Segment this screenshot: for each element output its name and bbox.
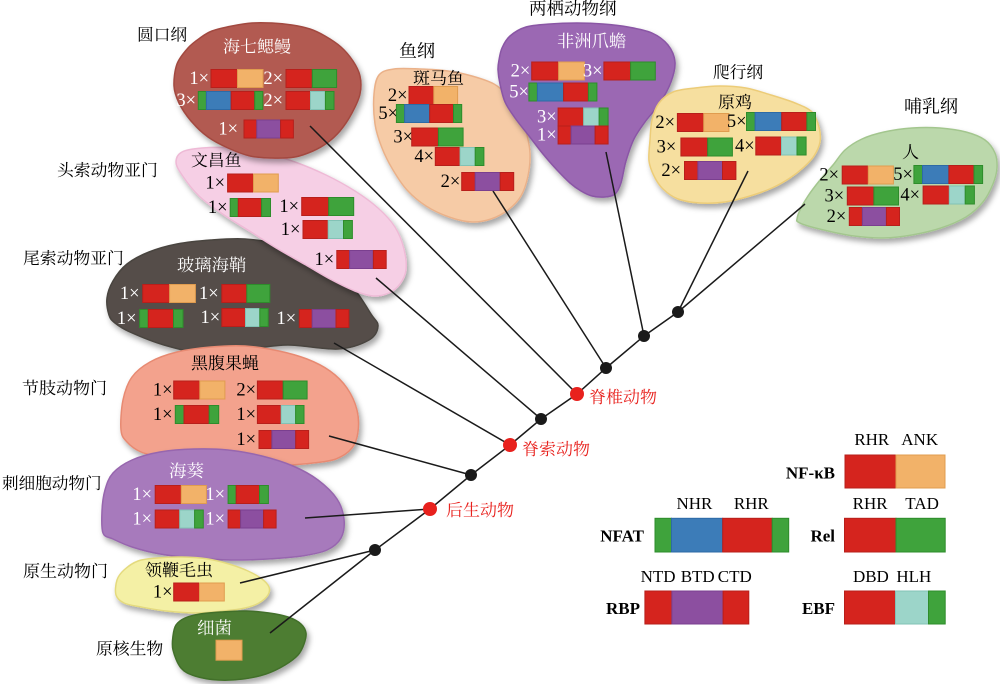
svg-text:2×: 2×	[511, 62, 531, 82]
svg-text:NTD: NTD	[641, 567, 676, 586]
svg-text:1×: 1×	[205, 485, 225, 505]
svg-text:1×: 1×	[279, 197, 299, 217]
svg-text:DBD: DBD	[853, 567, 889, 586]
svg-text:3×: 3×	[583, 62, 603, 82]
svg-text:2×: 2×	[388, 86, 408, 106]
svg-text:RHR: RHR	[853, 494, 889, 513]
svg-text:2×: 2×	[819, 166, 839, 186]
svg-text:1×: 1×	[199, 284, 219, 304]
svg-text:CTD: CTD	[718, 567, 752, 586]
svg-text:2×: 2×	[236, 381, 256, 401]
svg-text:1×: 1×	[153, 381, 173, 401]
svg-text:3×: 3×	[537, 108, 557, 128]
svg-text:2×: 2×	[441, 172, 461, 192]
svg-text:1×: 1×	[218, 120, 238, 140]
svg-text:NFAT: NFAT	[600, 527, 644, 546]
svg-text:1×: 1×	[205, 174, 225, 194]
svg-text:3×: 3×	[657, 138, 677, 158]
svg-text:1×: 1×	[236, 430, 256, 450]
svg-text:4×: 4×	[900, 186, 920, 206]
svg-text:5×: 5×	[893, 165, 913, 185]
svg-text:2×: 2×	[263, 91, 283, 111]
svg-text:1×: 1×	[537, 126, 557, 146]
svg-text:1×: 1×	[281, 220, 301, 240]
svg-text:1×: 1×	[120, 284, 140, 304]
svg-text:1×: 1×	[277, 309, 297, 329]
svg-text:1×: 1×	[132, 485, 152, 505]
svg-text:1×: 1×	[208, 198, 228, 218]
svg-text:ANK: ANK	[901, 430, 939, 449]
svg-text:5×: 5×	[727, 112, 747, 132]
svg-text:TAD: TAD	[905, 494, 939, 513]
svg-text:2×: 2×	[263, 69, 283, 89]
svg-text:1×: 1×	[315, 250, 335, 270]
svg-text:2×: 2×	[655, 113, 675, 133]
svg-text:RBP: RBP	[606, 599, 640, 618]
svg-text:4×: 4×	[414, 147, 434, 167]
svg-text:BTD: BTD	[681, 567, 715, 586]
svg-text:1×: 1×	[189, 69, 209, 89]
svg-text:HLH: HLH	[896, 567, 931, 586]
svg-text:3×: 3×	[176, 91, 196, 111]
svg-text:3×: 3×	[393, 128, 413, 148]
svg-text:EBF: EBF	[802, 599, 835, 618]
svg-text:Rel: Rel	[810, 527, 835, 546]
svg-text:5×: 5×	[378, 104, 398, 124]
svg-text:1×: 1×	[205, 510, 225, 530]
svg-text:NHR: NHR	[676, 494, 713, 513]
svg-text:1×: 1×	[132, 510, 152, 530]
svg-text:1×: 1×	[117, 309, 137, 329]
svg-text:1×: 1×	[201, 308, 221, 328]
svg-text:RHR: RHR	[854, 430, 890, 449]
svg-text:1×: 1×	[153, 405, 173, 425]
svg-text:1×: 1×	[236, 405, 256, 425]
svg-text:4×: 4×	[735, 137, 755, 157]
svg-text:2×: 2×	[827, 207, 847, 227]
svg-text:5×: 5×	[509, 83, 529, 103]
svg-text:RHR: RHR	[734, 494, 770, 513]
svg-text:3×: 3×	[825, 187, 845, 207]
svg-text:2×: 2×	[661, 161, 681, 181]
svg-text:NF-κB: NF-κB	[786, 464, 835, 483]
svg-text:1×: 1×	[153, 583, 173, 603]
